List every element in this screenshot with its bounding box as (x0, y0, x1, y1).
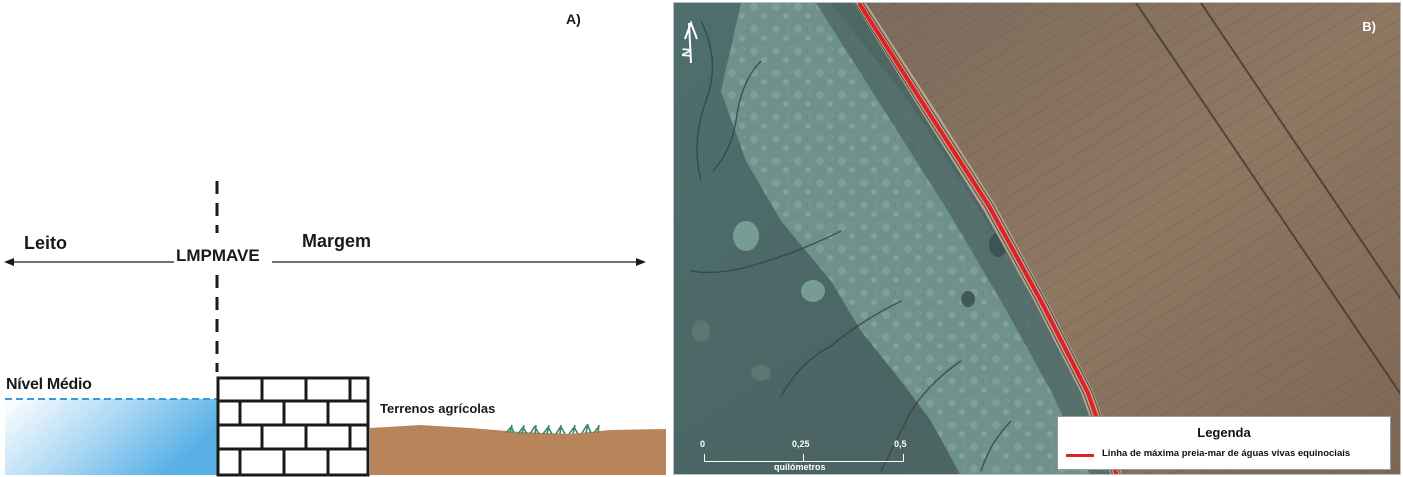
tidal-creeks (690, 20, 1012, 472)
agricultural-soil (370, 425, 666, 475)
salt-marsh-texture (721, 3, 1111, 474)
north-letter: N (678, 47, 695, 58)
aerial-map-svg (674, 3, 1400, 474)
scale-line (704, 461, 904, 462)
scale-tick-mark-025 (803, 454, 804, 462)
scale-tick-05: 0,5 (894, 439, 907, 449)
margem-label: Margem (302, 231, 372, 251)
scale-tick-mark-0 (704, 454, 705, 462)
lmpmave-boundary-line (857, 3, 1119, 474)
leito-label: Leito (24, 233, 67, 253)
scale-tick-0: 0 (700, 439, 706, 449)
field-furrows (856, 3, 1400, 474)
map-legend: Legenda Linha de máxima preia-mar de águ… (1057, 416, 1391, 470)
scale-bar: 0 0,25 0,5 quilómetros (700, 439, 907, 472)
lmpmave-label: LMPMAVE (175, 246, 261, 266)
field-roads (1135, 3, 1400, 395)
north-arrow-icon (684, 20, 698, 64)
panel-label-a: A) (566, 11, 581, 27)
legend-line-swatch (1066, 454, 1094, 457)
panel-label-b: B) (1362, 19, 1376, 34)
arrow-head-left (4, 258, 14, 266)
cross-section-diagram: A) Leito Margem LMPMAVE Nível Médio Terr… (0, 0, 670, 477)
legend-item-label: Linha de máxima preia-mar de águas vivas… (1102, 448, 1351, 459)
terrenos-agricolas-label: Terrenos agrícolas (380, 401, 496, 416)
aerial-map: B) N 0 0,25 0,5 quilómetros (673, 2, 1401, 475)
scale-tick-025: 0,25 (792, 439, 810, 449)
cross-section-svg (4, 181, 666, 477)
marsh-inner-strip (816, 3, 1121, 474)
water-body (5, 399, 217, 475)
grass-tufts (505, 423, 600, 435)
brick-wall (216, 376, 370, 477)
scale-unit: quilómetros (774, 462, 826, 472)
scale-tick-mark-05 (903, 454, 904, 462)
arrow-head-right (636, 258, 646, 266)
nivel-medio-label: Nível Médio (6, 376, 92, 393)
legend-title: Legenda (1197, 425, 1251, 440)
